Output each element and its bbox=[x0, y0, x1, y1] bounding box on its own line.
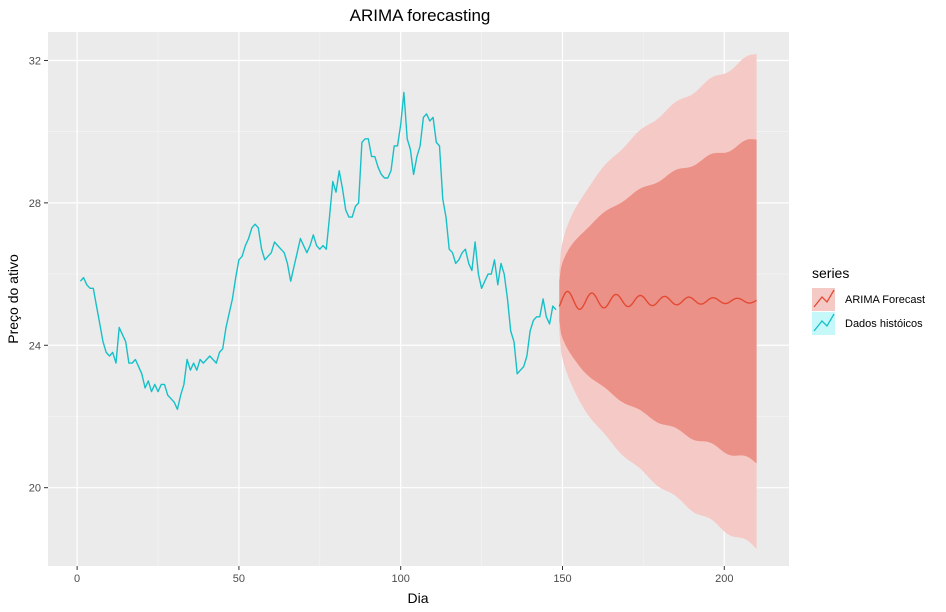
legend-key-historical bbox=[812, 312, 835, 335]
x-tick-label: 100 bbox=[392, 573, 410, 585]
legend-label-historical: Dados históicos bbox=[845, 318, 923, 330]
y-axis-title: Preço do ativo bbox=[5, 254, 21, 344]
x-axis-ticks: 0 50 100 150 200 bbox=[74, 566, 733, 585]
legend: series ARIMA Forecast Dados históicos bbox=[812, 265, 925, 335]
x-axis-title: Dia bbox=[407, 590, 428, 606]
y-axis-ticks: 20 24 28 32 bbox=[29, 55, 48, 495]
legend-key-forecast bbox=[812, 288, 835, 311]
x-tick-label: 200 bbox=[715, 573, 733, 585]
plot-title: ARIMA forecasting bbox=[350, 6, 491, 25]
historical-series-line bbox=[79, 91, 557, 411]
legend-line-historical bbox=[813, 313, 835, 332]
legend-title: series bbox=[812, 265, 849, 281]
forecast-series-line bbox=[558, 290, 757, 311]
series-lines bbox=[79, 91, 757, 411]
legend-entry-forecast: ARIMA Forecast bbox=[812, 288, 925, 311]
x-tick-label: 50 bbox=[233, 573, 245, 585]
y-tick-label: 32 bbox=[29, 55, 41, 67]
y-tick-label: 24 bbox=[29, 340, 41, 352]
x-tick-label: 150 bbox=[553, 573, 571, 585]
y-tick-label: 28 bbox=[29, 198, 41, 210]
legend-entry-historical: Dados históicos bbox=[812, 312, 923, 335]
legend-label-forecast: ARIMA Forecast bbox=[845, 294, 925, 306]
y-tick-label: 20 bbox=[29, 483, 41, 495]
legend-line-forecast bbox=[813, 289, 835, 308]
x-tick-label: 0 bbox=[74, 573, 80, 585]
